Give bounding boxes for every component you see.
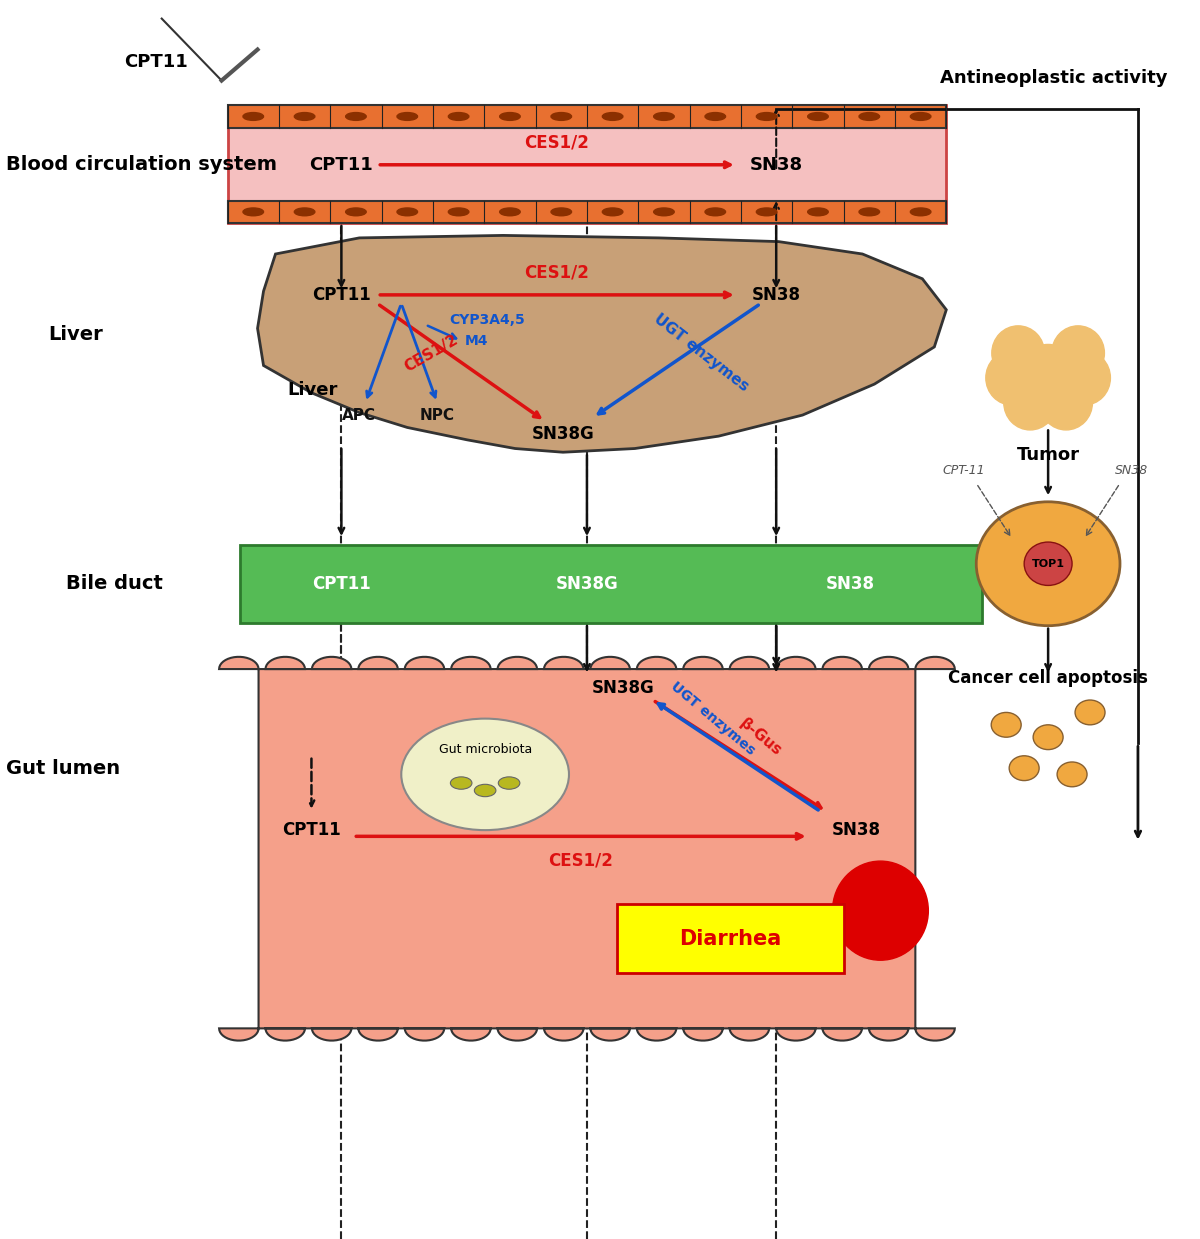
Ellipse shape xyxy=(859,208,880,216)
Text: SN38: SN38 xyxy=(826,575,875,592)
Text: CES1/2: CES1/2 xyxy=(524,133,589,151)
Text: CPT-11: CPT-11 xyxy=(943,465,985,477)
Text: UGT enzymes: UGT enzymes xyxy=(650,311,751,395)
Ellipse shape xyxy=(294,113,314,120)
Ellipse shape xyxy=(654,208,674,216)
Text: UGT enzymes: UGT enzymes xyxy=(668,679,757,758)
Ellipse shape xyxy=(401,719,569,830)
Ellipse shape xyxy=(756,208,776,216)
Ellipse shape xyxy=(397,113,418,120)
Ellipse shape xyxy=(756,113,776,120)
Ellipse shape xyxy=(551,208,571,216)
Text: Gut lumen: Gut lumen xyxy=(6,758,120,778)
Ellipse shape xyxy=(859,113,880,120)
Ellipse shape xyxy=(449,208,469,216)
Text: M4: M4 xyxy=(464,333,488,348)
Ellipse shape xyxy=(474,784,496,797)
Text: Antineoplastic activity: Antineoplastic activity xyxy=(941,68,1168,87)
Text: SN38: SN38 xyxy=(750,156,803,173)
Ellipse shape xyxy=(499,208,521,216)
Ellipse shape xyxy=(808,113,828,120)
Text: CES1/2: CES1/2 xyxy=(402,332,461,374)
Ellipse shape xyxy=(911,113,931,120)
Text: CPT11: CPT11 xyxy=(282,821,341,839)
Polygon shape xyxy=(220,657,955,1041)
Ellipse shape xyxy=(1057,762,1087,787)
Text: Gut microbiota: Gut microbiota xyxy=(438,743,532,756)
Ellipse shape xyxy=(706,208,726,216)
Text: CYP3A4,5: CYP3A4,5 xyxy=(449,312,524,327)
Text: CPT11: CPT11 xyxy=(124,53,187,71)
Text: Liver: Liver xyxy=(288,382,338,399)
Circle shape xyxy=(992,326,1044,380)
Text: CPT11: CPT11 xyxy=(310,156,373,173)
Ellipse shape xyxy=(449,113,469,120)
Ellipse shape xyxy=(499,113,521,120)
Text: APC: APC xyxy=(342,408,377,422)
Text: TOP1: TOP1 xyxy=(1032,559,1064,569)
Text: NPC: NPC xyxy=(420,408,455,422)
Text: Tumor: Tumor xyxy=(1016,446,1080,465)
Ellipse shape xyxy=(911,208,931,216)
Text: CPT11: CPT11 xyxy=(312,286,371,304)
Text: Cancer cell apoptosis: Cancer cell apoptosis xyxy=(948,669,1148,688)
Ellipse shape xyxy=(294,208,314,216)
Circle shape xyxy=(1021,344,1074,399)
Ellipse shape xyxy=(1033,725,1063,750)
Ellipse shape xyxy=(498,777,520,789)
Ellipse shape xyxy=(1075,700,1105,725)
Ellipse shape xyxy=(242,208,264,216)
Text: SN38: SN38 xyxy=(751,286,800,304)
Ellipse shape xyxy=(346,208,366,216)
Text: SN38G: SN38G xyxy=(592,679,654,696)
Text: CES1/2: CES1/2 xyxy=(524,263,589,281)
Circle shape xyxy=(1039,375,1092,430)
Ellipse shape xyxy=(450,777,472,789)
FancyBboxPatch shape xyxy=(228,201,947,223)
Text: SN38G: SN38G xyxy=(556,575,618,592)
Ellipse shape xyxy=(808,208,828,216)
Circle shape xyxy=(833,861,929,960)
Text: SN38: SN38 xyxy=(832,821,881,839)
Ellipse shape xyxy=(706,113,726,120)
Polygon shape xyxy=(258,235,947,452)
Circle shape xyxy=(1057,351,1110,405)
Text: Blood circulation system: Blood circulation system xyxy=(6,155,277,175)
FancyBboxPatch shape xyxy=(228,105,947,223)
Ellipse shape xyxy=(602,113,623,120)
Ellipse shape xyxy=(242,113,264,120)
Ellipse shape xyxy=(654,113,674,120)
Text: SN38G: SN38G xyxy=(532,425,594,442)
Circle shape xyxy=(1051,326,1104,380)
FancyBboxPatch shape xyxy=(240,545,983,623)
Text: Liver: Liver xyxy=(48,325,103,344)
Text: Bile duct: Bile duct xyxy=(66,574,163,593)
Text: Diarrhea: Diarrhea xyxy=(679,928,782,949)
Ellipse shape xyxy=(977,502,1120,626)
Circle shape xyxy=(986,351,1038,405)
Ellipse shape xyxy=(397,208,418,216)
Ellipse shape xyxy=(551,113,571,120)
Ellipse shape xyxy=(991,712,1021,737)
Text: β-Gus: β-Gus xyxy=(737,715,785,760)
Circle shape xyxy=(1003,375,1056,430)
Ellipse shape xyxy=(1009,756,1039,781)
FancyBboxPatch shape xyxy=(228,105,947,128)
FancyBboxPatch shape xyxy=(617,904,845,973)
Ellipse shape xyxy=(602,208,623,216)
Ellipse shape xyxy=(1024,543,1072,586)
Ellipse shape xyxy=(346,113,366,120)
Text: SN38: SN38 xyxy=(1115,465,1148,477)
Text: CPT11: CPT11 xyxy=(312,575,371,592)
Text: CES1/2: CES1/2 xyxy=(548,851,613,870)
